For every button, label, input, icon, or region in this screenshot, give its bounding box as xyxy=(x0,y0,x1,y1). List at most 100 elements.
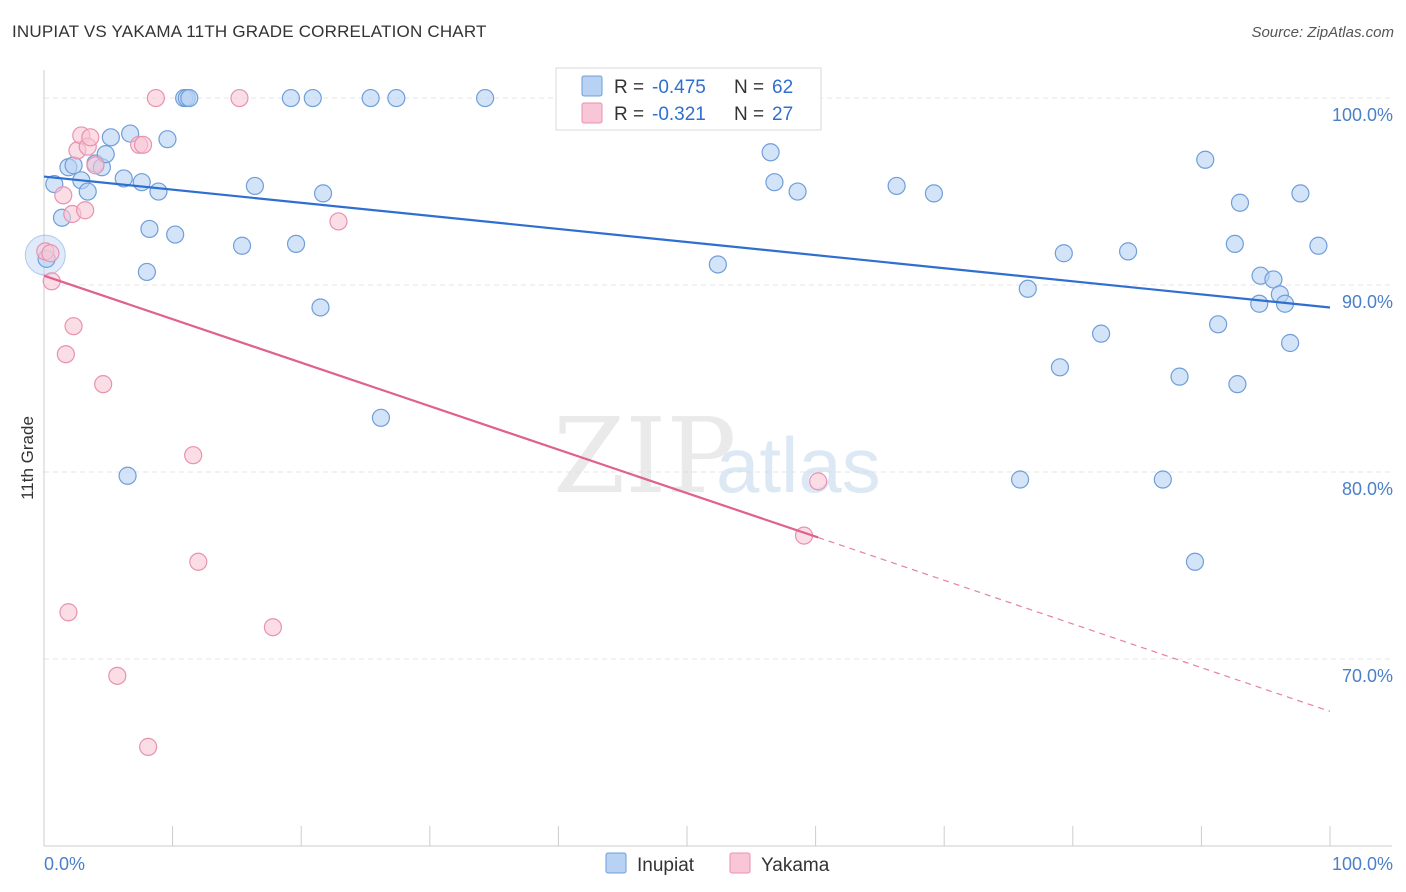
inupiat-point xyxy=(1281,333,1300,353)
yakama-point xyxy=(139,737,158,756)
yakama-point xyxy=(146,88,165,108)
grid-layer xyxy=(44,97,1392,660)
inupiat-point xyxy=(149,182,168,201)
yakama-point xyxy=(41,244,60,263)
y-tick-label: 100.0% xyxy=(1332,105,1393,125)
yakama-point xyxy=(809,472,828,491)
yakama-point xyxy=(108,666,127,685)
watermark-atlas: atlas xyxy=(716,421,881,509)
inupiat-point xyxy=(1291,184,1310,203)
stats-r-value-yakama: -0.321 xyxy=(652,104,706,125)
stats-row-inupiat: R = -0.475 N = 62 xyxy=(581,75,793,98)
inupiat-point xyxy=(788,182,807,201)
y-tick-label: 90.0% xyxy=(1342,292,1393,312)
y-tick-label: 80.0% xyxy=(1342,479,1393,499)
inupiat-point xyxy=(708,255,727,274)
inupiat-point xyxy=(1228,375,1247,394)
inupiat-point xyxy=(1118,242,1138,261)
watermark-zip: ZIP xyxy=(553,395,736,517)
inupiat-point xyxy=(313,184,333,203)
chart-source: Source: ZipAtlas.com xyxy=(1251,24,1394,41)
inupiat-point xyxy=(761,143,780,162)
stats-r-label-yakama: R = xyxy=(614,104,644,125)
yakama-point xyxy=(81,128,100,147)
yakama-point xyxy=(263,618,283,637)
inupiat-point xyxy=(286,234,306,253)
axis-layer xyxy=(43,70,1392,847)
inupiat-point xyxy=(114,169,133,188)
ticks-layer: 70.0% 80.0% 90.0% 100.0% 0.0% 100.0% xyxy=(43,105,1393,874)
inupiat-point xyxy=(1091,324,1111,343)
inupiat-point xyxy=(281,88,301,108)
inupiat-point xyxy=(1250,294,1269,313)
inupiat-point xyxy=(387,88,406,108)
legend-swatch-inupiat xyxy=(605,852,627,874)
bottom-legend: Inupiat Yakama xyxy=(605,852,830,876)
inupiat-point xyxy=(101,128,120,147)
inupiat-point xyxy=(137,262,156,282)
yakama-point xyxy=(189,552,208,571)
inupiat-point xyxy=(1230,193,1250,212)
yakama-point xyxy=(86,156,105,175)
points-layer xyxy=(24,88,1328,756)
legend-label-yakama: Yakama xyxy=(761,855,830,876)
yakama-point xyxy=(64,317,83,336)
chart-title: INUPIAT VS YAKAMA 11TH GRADE CORRELATION… xyxy=(12,22,487,41)
inupiat-point xyxy=(158,130,177,149)
trend-layer xyxy=(43,175,1331,712)
inupiat-point xyxy=(78,182,97,201)
yakama-point xyxy=(94,375,113,394)
inupiat-point xyxy=(180,88,199,108)
inupiat-point xyxy=(371,408,391,427)
inupiat-point xyxy=(1018,279,1037,298)
x-tick-label: 100.0% xyxy=(1332,854,1393,874)
inupiat-point xyxy=(232,236,252,255)
inupiat-point xyxy=(1054,244,1073,263)
inupiat-point xyxy=(361,88,380,108)
y-axis-title: 11th Grade xyxy=(18,416,37,500)
inupiat-point xyxy=(64,156,83,175)
inupiat-point xyxy=(303,88,322,108)
inupiat-point xyxy=(1170,367,1189,386)
inupiat-point xyxy=(140,219,159,239)
inupiat-point xyxy=(1185,552,1205,571)
stats-legend: R = -0.475 N = 62 R = -0.321 N = 27 xyxy=(555,67,822,131)
inupiat-point xyxy=(475,88,495,108)
yakama-point xyxy=(133,135,153,154)
inupiat-point xyxy=(1050,358,1070,377)
legend-label-inupiat: Inupiat xyxy=(637,855,695,876)
stats-row-yakama: R = -0.321 N = 27 xyxy=(581,102,793,125)
stats-r-value-inupiat: -0.475 xyxy=(652,77,706,98)
stats-n-value-inupiat: 62 xyxy=(772,77,793,98)
inupiat-point xyxy=(245,176,265,196)
inupiat-trend-line xyxy=(43,175,1331,309)
inupiat-point xyxy=(1010,470,1030,489)
x-tick-label: 0.0% xyxy=(44,854,85,874)
legend-swatch-yakama xyxy=(729,852,751,874)
inupiat-point xyxy=(118,466,137,485)
stats-swatch-inupiat xyxy=(581,75,603,97)
y-tick-label: 70.0% xyxy=(1342,666,1393,686)
yakama-point xyxy=(230,88,249,108)
yakama-point xyxy=(184,446,203,465)
stats-n-label-inupiat: N = xyxy=(734,77,764,98)
stats-r-label-inupiat: R = xyxy=(614,77,644,98)
yakama-point xyxy=(56,345,75,364)
inupiat-point xyxy=(1209,315,1228,334)
inupiat-point xyxy=(765,173,784,192)
yakama-trend-line xyxy=(43,274,819,539)
stats-swatch-yakama xyxy=(581,102,603,124)
inupiat-point xyxy=(1153,470,1172,489)
inupiat-point xyxy=(1225,234,1244,253)
yakama-point xyxy=(329,212,348,231)
watermark: ZIP atlas xyxy=(553,395,881,517)
inupiat-point xyxy=(1309,236,1328,255)
inupiat-point xyxy=(924,184,944,203)
yakama-point xyxy=(59,603,78,622)
inupiat-point xyxy=(887,176,906,196)
inupiat-point xyxy=(1196,150,1215,169)
inupiat-point xyxy=(96,145,115,164)
inupiat-point xyxy=(166,225,185,244)
yakama-trend-extension xyxy=(817,536,1331,712)
